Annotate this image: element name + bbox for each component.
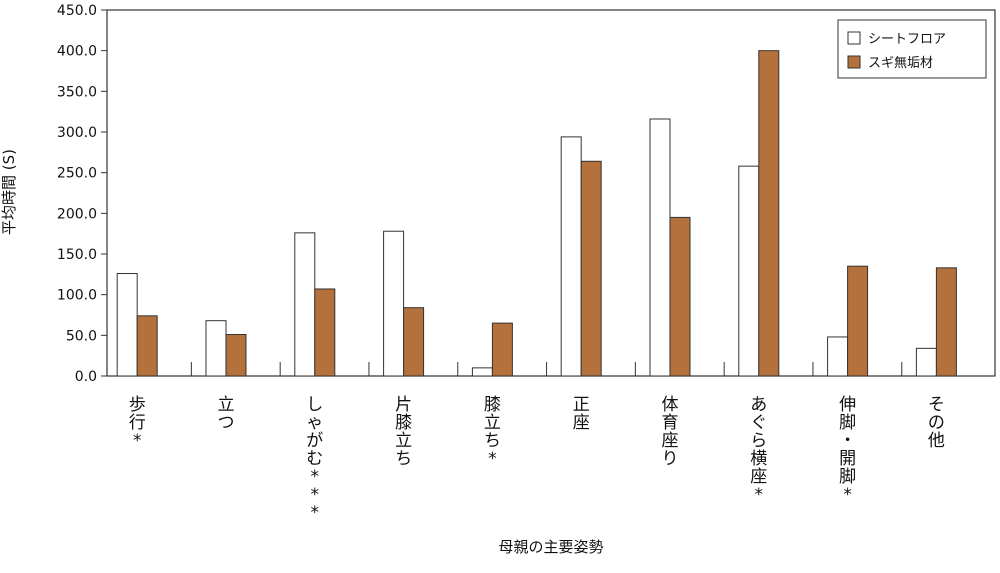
y-tick-label: 450.0 [57, 3, 97, 19]
plot-frame [106, 9, 996, 377]
y-tick-label: 150.0 [57, 247, 97, 263]
bar-sugi-wood [136, 315, 158, 377]
bars-group [116, 50, 957, 377]
bar-sugi-wood [580, 160, 602, 377]
category-label: その他 [928, 395, 945, 451]
y-tick-label: 50.0 [66, 328, 97, 344]
bar-sugi-wood [669, 216, 691, 377]
x-axis-title: 母親の主要姿勢 [498, 538, 603, 556]
legend-swatch-0 [847, 31, 861, 45]
bar-sugi-wood [403, 307, 425, 377]
category-label: 歩行* [129, 395, 146, 451]
y-tick-label: 300.0 [57, 125, 97, 141]
bar-sheet-floor [915, 347, 937, 377]
y-tick-label: 400.0 [57, 44, 97, 60]
bar-sheet-floor [383, 230, 405, 377]
bar-sugi-wood [491, 322, 513, 377]
legend-label-1: スギ無垢材 [868, 56, 933, 71]
y-axis-title: 平均時間 (S) [0, 149, 18, 235]
category-label: 片膝立ち [395, 395, 412, 469]
category-label: 膝立ち* [484, 395, 501, 469]
y-axis-ticks: 0.0 50.0 100.0 150.0 200.0 250.0 300.0 350.0 400… [57, 3, 107, 385]
bar-sheet-floor [116, 273, 138, 377]
y-tick-label: 0.0 [75, 369, 97, 385]
bar-sheet-floor [471, 367, 493, 377]
bar-sheet-floor [738, 165, 760, 377]
legend-label-0: シートフロア [868, 32, 946, 47]
y-tick-label: 250.0 [57, 166, 97, 182]
bar-sugi-wood [314, 288, 336, 377]
x-axis-ticks [190, 362, 903, 376]
category-labels: 歩行* 立つ しゃがむ* * * 片膝立ち 膝立ち* 正座 体育座り あぐら横座* 伸脚・開脚* その… [129, 395, 945, 523]
y-tick-label: 100.0 [57, 288, 97, 304]
y-tick-label: 200.0 [57, 206, 97, 222]
bar-sugi-wood [935, 267, 957, 377]
bar-sugi-wood [847, 265, 869, 377]
legend-swatch-1 [847, 55, 861, 69]
bar-sheet-floor [649, 118, 671, 377]
bar-sheet-floor [205, 320, 227, 377]
bar-sugi-wood [225, 334, 247, 377]
bar-sheet-floor [294, 232, 316, 377]
category-label: 立つ [217, 395, 234, 433]
category-label: 体育座り [661, 395, 678, 469]
category-label: しゃがむ* * * [306, 395, 323, 523]
y-tick-label: 350.0 [57, 84, 97, 100]
bar-sugi-wood [758, 50, 780, 377]
legend-box [837, 19, 987, 79]
category-label: あぐら横座* [750, 395, 767, 505]
bar-sheet-floor [560, 136, 582, 377]
legend: シートフロア スギ無垢材 [837, 19, 987, 79]
bar-sheet-floor [827, 336, 849, 377]
category-label: 正座 [573, 395, 590, 433]
category-label: 伸脚・開脚* [839, 395, 856, 505]
